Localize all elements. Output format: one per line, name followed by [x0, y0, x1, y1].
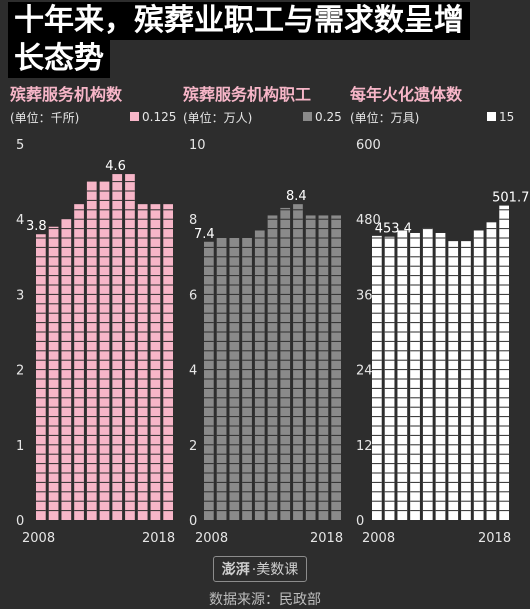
chart1-legend-swatch	[130, 112, 139, 121]
chart1-data-label: 3.8	[26, 219, 47, 234]
chart3-bar	[499, 205, 509, 521]
chart3-ytick-label: 600	[356, 138, 381, 153]
chart3-bar	[486, 222, 497, 521]
chart3-ytick-label: 480	[356, 213, 381, 228]
chart2-unit: (单位：万人)	[183, 110, 252, 125]
chart1-ytick-label: 2	[16, 364, 24, 379]
chart2-data-label: 8.4	[286, 189, 307, 204]
chart1-bar	[150, 204, 161, 520]
chart3-bar	[397, 230, 408, 521]
chart2-ytick-label: 0	[189, 514, 197, 529]
chart1-ytick-label: 3	[16, 288, 24, 303]
publisher-logo: 澎湃 ·美数课	[213, 556, 307, 582]
chart1-ytick-label: 0	[16, 514, 24, 529]
chart3-ytick-label: 0	[356, 514, 364, 529]
chart3-bar	[435, 232, 446, 520]
chart1-title: 殡葬服务机构数	[10, 85, 123, 104]
chart2-bar	[254, 230, 265, 521]
chart3-data-label: 453.4	[375, 222, 412, 237]
chart1-bar	[163, 204, 173, 520]
chart2-ytick-label: 6	[189, 288, 197, 303]
chart1-bar	[112, 174, 123, 520]
logo-text: ·美数课	[251, 562, 299, 578]
chart2-xtick-end: 2018	[310, 531, 343, 546]
chart2-ytick-label: 2	[189, 439, 197, 454]
chart2-bar	[267, 215, 278, 520]
chart3-bar	[372, 235, 382, 521]
chart1-ytick-label: 4	[16, 213, 24, 228]
chart3-xtick-end: 2018	[478, 531, 511, 546]
chart2-ytick-label: 4	[189, 364, 197, 379]
chart2-bar	[204, 241, 214, 520]
chart2-bar	[293, 204, 303, 520]
chart1-bar	[74, 204, 84, 520]
chart1-data-label: 4.6	[105, 159, 126, 174]
chart2-bar	[305, 215, 316, 520]
chart2-title: 殡葬服务机构职工	[183, 85, 311, 104]
chart3-bar	[461, 241, 471, 520]
data-source: 数据来源：民政部	[209, 592, 321, 608]
chart3-legend-swatch	[487, 112, 496, 121]
chart3-legend-label: 15	[499, 110, 514, 124]
chart1-xtick-end: 2018	[142, 531, 175, 546]
logo-seal: 澎湃	[221, 562, 250, 578]
chart3-bar	[410, 232, 420, 520]
chart3-bar	[422, 227, 433, 520]
chart-title-line-1: 十年来，殡葬业职工与需求数呈增	[8, 2, 470, 40]
chart1-bar	[36, 234, 46, 521]
chart3-data-label: 501.7	[492, 191, 529, 206]
chart2-legend-label: 0.25	[315, 110, 342, 124]
chart3-bar	[384, 236, 395, 520]
chart-title-line-2: 长态势	[8, 40, 110, 78]
chart3-unit: (单位：万具)	[350, 110, 419, 125]
chart1-bar	[137, 204, 148, 520]
chart2-legend-swatch	[303, 112, 312, 121]
chart2-xtick-start: 2008	[195, 531, 228, 546]
chart1-legend-label: 0.125	[142, 110, 176, 124]
chart1-bar	[48, 226, 59, 520]
chart2-ytick-label: 10	[189, 138, 206, 153]
chart1-xtick-start: 2008	[22, 531, 55, 546]
chart1-ytick-label: 1	[16, 439, 24, 454]
chart1-bar	[125, 174, 135, 520]
chart2-data-label: 7.4	[194, 227, 215, 242]
chart3-bar	[473, 230, 484, 521]
chart2-ytick-label: 8	[189, 213, 197, 228]
chart3-xtick-start: 2008	[362, 531, 395, 546]
chart2-bar	[318, 215, 329, 520]
chart3-title: 每年火化遗体数	[350, 85, 463, 104]
chart1-ytick-label: 5	[16, 138, 24, 153]
chart1-unit: (单位：千所)	[10, 110, 79, 125]
chart3-bar	[448, 241, 459, 520]
chart2-bar	[331, 215, 341, 520]
chart2-bar	[280, 207, 291, 521]
